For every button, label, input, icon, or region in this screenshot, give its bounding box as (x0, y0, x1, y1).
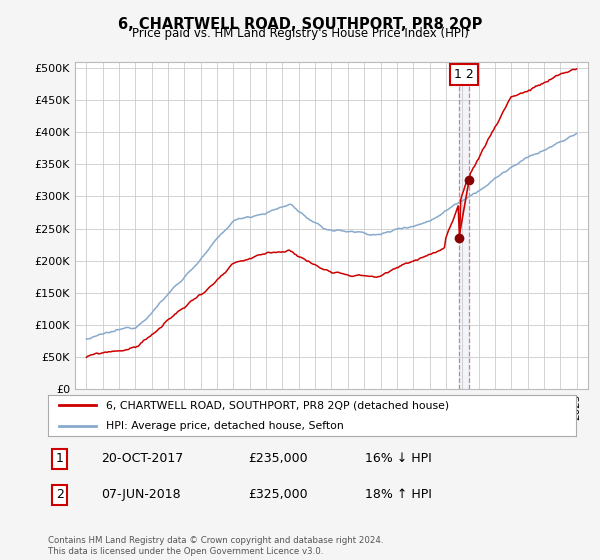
Text: £325,000: £325,000 (248, 488, 308, 501)
Bar (459, 62, 469, 389)
Text: HPI: Average price, detached house, Sefton: HPI: Average price, detached house, Seft… (106, 421, 344, 431)
Text: 6, CHARTWELL ROAD, SOUTHPORT, PR8 2QP: 6, CHARTWELL ROAD, SOUTHPORT, PR8 2QP (118, 17, 482, 32)
Text: Price paid vs. HM Land Registry's House Price Index (HPI): Price paid vs. HM Land Registry's House … (131, 27, 469, 40)
Text: 07-JUN-2018: 07-JUN-2018 (101, 488, 181, 501)
Text: £235,000: £235,000 (248, 452, 308, 465)
Text: 20-OCT-2017: 20-OCT-2017 (101, 452, 183, 465)
Text: 6, CHARTWELL ROAD, SOUTHPORT, PR8 2QP (detached house): 6, CHARTWELL ROAD, SOUTHPORT, PR8 2QP (d… (106, 400, 449, 410)
Text: 1: 1 (56, 452, 64, 465)
Text: 16% ↓ HPI: 16% ↓ HPI (365, 452, 431, 465)
Text: 18% ↑ HPI: 18% ↑ HPI (365, 488, 431, 501)
Text: Contains HM Land Registry data © Crown copyright and database right 2024.
This d: Contains HM Land Registry data © Crown c… (48, 536, 383, 556)
Text: 2: 2 (56, 488, 64, 501)
Text: 1 2: 1 2 (454, 68, 474, 81)
